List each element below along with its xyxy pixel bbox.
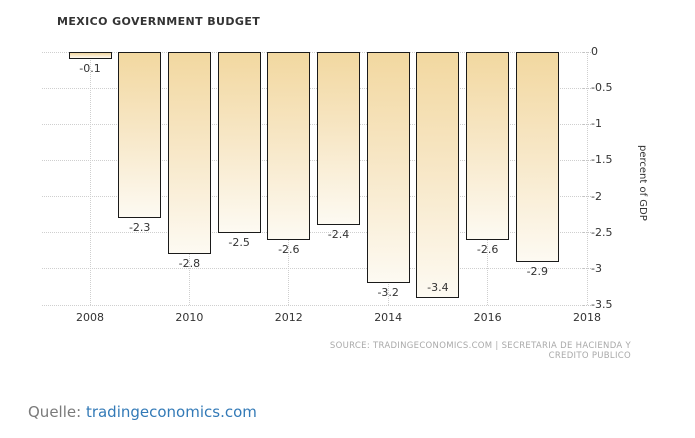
- gridline-horizontal: [42, 304, 587, 306]
- x-axis-tick-label: 2012: [274, 311, 303, 324]
- gridline-vertical: [89, 52, 91, 305]
- y-axis-tick: [583, 232, 591, 234]
- y-axis-tick-label: -2: [591, 189, 602, 203]
- y-axis-tick-label: -3: [591, 261, 602, 275]
- y-axis-tick-label: -2.5: [591, 225, 613, 239]
- bar-2014[interactable]: [366, 52, 410, 284]
- gridline-horizontal: [42, 123, 587, 125]
- gridline-horizontal: [42, 159, 587, 161]
- y-axis-tick-label: -1: [591, 117, 602, 131]
- y-axis-tick-label: 0: [591, 45, 598, 58]
- footer-attribution: Quelle: tradingeconomics.com: [28, 403, 257, 421]
- chart-title: MEXICO GOVERNMENT BUDGET: [57, 15, 261, 28]
- x-axis-tick-label: 2016: [473, 311, 502, 324]
- bar-value-label: -0.1: [79, 62, 101, 76]
- x-axis-tick-label: 2014: [374, 311, 403, 324]
- bar-2015[interactable]: [416, 52, 460, 298]
- bar-value-label: -2.4: [327, 228, 350, 242]
- y-axis-tick: [583, 268, 591, 270]
- x-axis-tick-label: 2008: [76, 311, 104, 324]
- bar-2016[interactable]: [466, 52, 510, 240]
- y-axis-tick-label: -0.5: [591, 81, 613, 95]
- bar-2011[interactable]: [217, 52, 261, 233]
- bar-2013[interactable]: [317, 52, 360, 226]
- x-axis-tick-label: 2018: [573, 311, 601, 324]
- gridline-horizontal: [42, 232, 587, 234]
- plot-area: -0.1 -2.3 -2.8 -2.5 -2.6 -2.4 -3.2 -3.4 -2.6 -2.9: [42, 51, 588, 306]
- y-axis-tick: [583, 51, 591, 53]
- bar-2017[interactable]: [515, 52, 559, 262]
- y-axis-tick: [583, 123, 591, 125]
- bar-value-label: -2.3: [128, 221, 151, 235]
- gridline-horizontal: [42, 51, 587, 53]
- y-axis-tick: [583, 159, 591, 161]
- gridline-horizontal: [42, 87, 587, 89]
- gridline-horizontal: [42, 196, 587, 198]
- y-axis-tick: [583, 87, 591, 89]
- footer-prefix: Quelle:: [28, 403, 86, 421]
- x-axis-tick-label: 2010: [175, 311, 204, 324]
- y-axis-tick: [583, 304, 591, 306]
- bar-value-label: -2.9: [526, 264, 549, 278]
- y-axis-tick: [583, 196, 591, 198]
- footer-link[interactable]: tradingeconomics.com: [85, 403, 257, 421]
- bar-2010[interactable]: [167, 52, 211, 255]
- gridline-horizontal: [42, 268, 587, 270]
- source-attribution: SOURCE: TRADINGECONOMICS.COM | SECRETARI…: [329, 341, 631, 361]
- y-axis-title: percent of GDP: [637, 145, 648, 221]
- bar-value-label: -2.5: [228, 235, 250, 249]
- bar-value-label: -2.6: [278, 242, 300, 256]
- bar-value-label: -2.6: [476, 242, 499, 256]
- bar-value-label: -3.2: [377, 286, 399, 300]
- bar-value-label: -3.4: [427, 280, 449, 294]
- bar-2009[interactable]: [118, 52, 162, 219]
- bar-2012[interactable]: [267, 52, 311, 240]
- bar-2008[interactable]: [68, 52, 112, 60]
- bar-value-label: -2.8: [178, 257, 201, 271]
- gridline-vertical: [586, 52, 588, 305]
- y-axis-tick-label: -3.5: [591, 298, 613, 311]
- y-axis-tick-label: -1.5: [591, 153, 613, 167]
